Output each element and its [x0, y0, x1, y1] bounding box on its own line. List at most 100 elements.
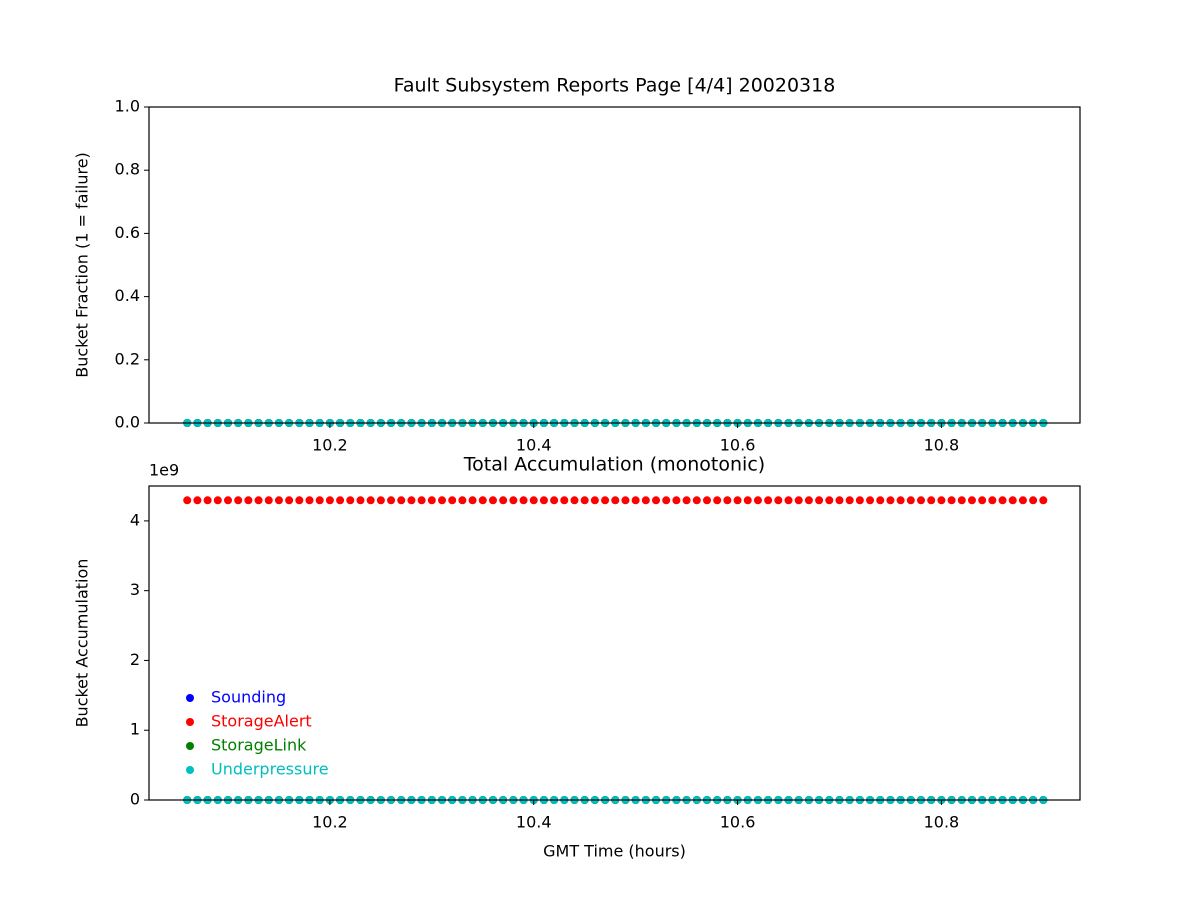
data-point	[672, 496, 681, 505]
data-point	[336, 496, 345, 505]
data-point	[845, 496, 854, 505]
x-tick-label: 10.2	[312, 813, 348, 832]
x-tick-label: 10.4	[516, 813, 552, 832]
data-point	[662, 496, 671, 505]
data-point	[804, 496, 813, 505]
data-point	[988, 496, 997, 505]
data-point	[539, 496, 548, 505]
chart-title: Fault Subsystem Reports Page [4/4] 20020…	[394, 75, 836, 97]
data-point	[478, 496, 487, 505]
data-point	[1039, 496, 1048, 505]
data-point	[957, 496, 966, 505]
data-point	[193, 496, 202, 505]
legend-label: Sounding	[211, 688, 286, 707]
data-point	[560, 496, 569, 505]
x-tick-label: 10.4	[516, 436, 552, 455]
data-point	[978, 496, 987, 505]
y-tick-label: 1.0	[115, 97, 140, 116]
data-point	[397, 496, 406, 505]
data-point	[570, 496, 579, 505]
data-point	[438, 496, 447, 505]
data-point	[947, 496, 956, 505]
data-point	[641, 496, 650, 505]
data-point	[519, 496, 528, 505]
data-point	[967, 496, 976, 505]
data-point	[702, 496, 711, 505]
data-point	[590, 496, 599, 505]
data-point	[631, 496, 640, 505]
y-axis-label: Bucket Fraction (1 = failure)	[73, 152, 92, 378]
data-point	[264, 496, 273, 505]
y-tick-label: 0	[130, 790, 140, 809]
data-point	[855, 496, 864, 505]
data-point	[417, 496, 426, 505]
x-tick-label: 10.8	[924, 813, 960, 832]
data-point	[886, 496, 895, 505]
data-point	[733, 496, 742, 505]
data-point	[356, 496, 365, 505]
y-tick-label: 3	[130, 580, 140, 599]
x-tick-label: 10.8	[924, 436, 960, 455]
y-tick-label: 0.4	[115, 286, 140, 305]
y-tick-label: 4	[130, 510, 140, 529]
legend-label: StorageAlert	[211, 712, 312, 731]
y-tick-label: 0.0	[115, 413, 140, 432]
data-point	[254, 496, 263, 505]
x-tick-label: 10.6	[720, 813, 756, 832]
data-point	[652, 496, 661, 505]
data-point	[723, 496, 732, 505]
data-point	[774, 496, 783, 505]
data-point	[203, 496, 212, 505]
data-point	[621, 496, 630, 505]
chart-title: Total Accumulation (monotonic)	[463, 454, 765, 476]
data-point	[611, 496, 620, 505]
data-point	[927, 496, 936, 505]
data-point	[743, 496, 752, 505]
data-point	[305, 496, 314, 505]
y-tick-label: 0.2	[115, 349, 140, 368]
data-point	[183, 496, 192, 505]
data-point	[815, 496, 824, 505]
data-point	[550, 496, 559, 505]
y-tick-label: 0.6	[115, 223, 140, 242]
y-tick-label: 2	[130, 650, 140, 669]
data-point	[427, 496, 436, 505]
data-point	[488, 496, 497, 505]
data-point	[1008, 496, 1017, 505]
data-point	[295, 496, 304, 505]
data-point	[917, 496, 926, 505]
data-point	[876, 496, 885, 505]
data-point	[529, 496, 538, 505]
data-point	[896, 496, 905, 505]
data-point	[458, 496, 467, 505]
data-point	[448, 496, 457, 505]
data-point	[499, 496, 508, 505]
data-point	[866, 496, 875, 505]
data-point	[366, 496, 375, 505]
data-point	[223, 496, 232, 505]
data-point	[325, 496, 334, 505]
data-point	[387, 496, 396, 505]
data-point	[682, 496, 691, 505]
y-tick-label: 1	[130, 720, 140, 739]
data-point	[213, 496, 222, 505]
y-tick-label: 0.8	[115, 160, 140, 179]
data-point	[998, 496, 1007, 505]
legend-label: StorageLink	[211, 736, 307, 755]
y-axis-label: Bucket Accumulation	[73, 559, 92, 728]
data-point	[285, 496, 294, 505]
data-point	[580, 496, 589, 505]
legend-marker	[186, 694, 194, 702]
data-point	[244, 496, 253, 505]
x-axis-label: GMT Time (hours)	[543, 842, 686, 861]
data-point	[764, 496, 773, 505]
data-point	[601, 496, 610, 505]
data-point	[784, 496, 793, 505]
data-point	[468, 496, 477, 505]
data-point	[692, 496, 701, 505]
data-point	[274, 496, 283, 505]
data-point	[1018, 496, 1027, 505]
data-point	[407, 496, 416, 505]
data-point	[1029, 496, 1038, 505]
